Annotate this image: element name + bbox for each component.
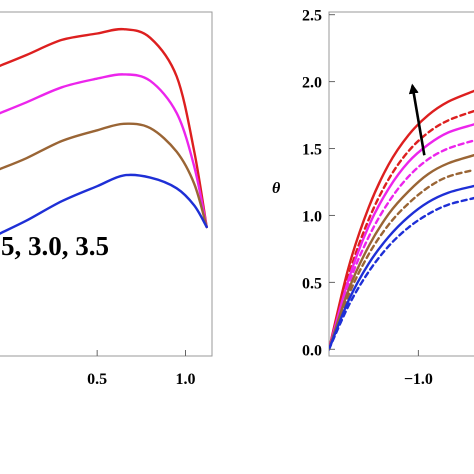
right-series-line-5 [329, 168, 474, 351]
right-y-tick-label: 2.0 [302, 75, 322, 92]
right-y-tick-label: 1.5 [302, 142, 322, 159]
left-series-line-2 [0, 122, 208, 229]
left-plot-panel: 0.5 1.0 5, 3.0, 3.5 [0, 11, 213, 388]
right-y-tick-label: 2.5 [302, 8, 322, 25]
left-x-tick-label: 1.0 [176, 371, 196, 388]
right-series-line-0 [329, 89, 474, 351]
right-series-line-4 [329, 154, 474, 351]
right-y-tick-label: 1.0 [302, 208, 322, 225]
right-series-line-6 [329, 184, 474, 351]
left-series-line-1 [0, 73, 208, 229]
right-series-line-1 [329, 109, 474, 351]
right-plot-panel: −1.0 0.0 0.5 1.0 1.5 2.0 2.5 θ [272, 8, 474, 388]
left-plot-frame [0, 11, 213, 357]
right-x-tick-label: −1.0 [404, 371, 433, 388]
right-plot-frame [328, 11, 474, 357]
direction-arrow [408, 83, 426, 156]
right-y-tick-label: 0.5 [302, 275, 322, 292]
left-series-line-0 [0, 27, 208, 229]
right-y-tick-label: 0.0 [302, 342, 322, 359]
right-series-line-7 [329, 196, 474, 351]
left-series-line-3 [0, 173, 208, 235]
right-series-line-3 [329, 139, 474, 351]
right-series-line-2 [329, 123, 474, 351]
left-x-tick-label: 0.5 [87, 371, 107, 388]
left-annotation: 5, 3.0, 3.5 [1, 231, 109, 261]
right-y-axis-label: θ [272, 180, 281, 197]
